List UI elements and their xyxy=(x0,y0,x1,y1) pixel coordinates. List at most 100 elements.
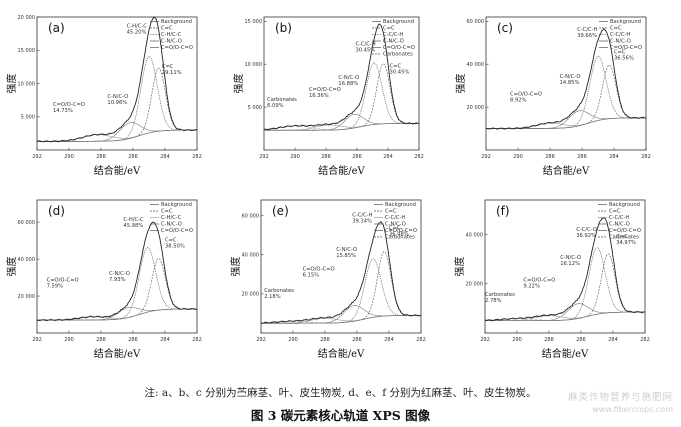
panel-c: 292 290 288 286 284 282 20 000 40 000 60 000 结合能/… xyxy=(454,16,651,177)
peak-c-o-o-c-o xyxy=(37,308,197,321)
peak-annotation: 45.20% xyxy=(127,30,147,36)
background-line xyxy=(261,315,421,324)
y-tick-label: 5 000 xyxy=(248,105,262,111)
peak-annotation: 2.78% xyxy=(485,298,502,304)
y-axis-title: 强度 xyxy=(229,257,242,277)
x-tick-label: 292 xyxy=(480,337,490,343)
peak-annotation: C-N/C-O xyxy=(336,247,357,253)
panel-label: (c) xyxy=(497,21,513,35)
peak-annotation: C-N/C-O xyxy=(107,94,128,100)
y-tick-label: 10 000 xyxy=(18,81,36,87)
peak-c-o-o-c-o xyxy=(486,117,646,129)
x-tick-label: 284 xyxy=(160,337,170,343)
legend-entry: C-H/C-C xyxy=(161,32,182,38)
peak-annotation: 45.98% xyxy=(123,223,143,229)
legend-entry: C-N/C-O xyxy=(161,39,182,45)
legend-entry: C=C xyxy=(609,209,621,215)
peak-annotation: 14.73% xyxy=(53,108,73,114)
legend-entry: Carbonates xyxy=(385,235,415,241)
peak-annotation: 39.66% xyxy=(577,33,597,39)
x-axis-title: 结合能/eV xyxy=(543,164,590,177)
plot-frame xyxy=(485,16,647,151)
peak-annotation: 29.11% xyxy=(162,70,182,76)
x-axis-title: 结合能/eV xyxy=(318,164,365,177)
peak-c-o-o-c-o xyxy=(37,129,197,142)
y-axis-title: 强度 xyxy=(232,74,245,94)
watermark-line1: 麻类作物营养与施肥网 xyxy=(567,392,673,403)
y-tick-label: 40 000 xyxy=(18,257,36,263)
y-tick-label: 20 000 xyxy=(467,105,485,111)
peak-annotation: C=C xyxy=(390,64,402,70)
peak-annotation: C=O/O-C=O xyxy=(523,277,555,283)
y-axis-title: 强度 xyxy=(5,257,18,277)
x-tick-label: 286 xyxy=(577,154,587,160)
peak-annotation: Carbonates xyxy=(264,288,294,294)
x-tick-label: 292 xyxy=(32,154,42,160)
legend-entry: Background xyxy=(161,202,192,208)
x-axis-title: 结合能/eV xyxy=(94,164,141,177)
y-tick-label: 60 000 xyxy=(242,213,260,219)
y-tick-label: 10 000 xyxy=(245,62,263,68)
peak-annotation: 34.97% xyxy=(616,240,636,246)
panel-d: 292 290 288 286 284 282 20 000 40 000 60 000 结合能/… xyxy=(5,199,202,360)
x-tick-label: 282 xyxy=(414,154,424,160)
peak-annotation: 36.92% xyxy=(576,233,596,239)
panel-label: (d) xyxy=(48,204,65,218)
panel-f: 292 290 288 286 284 282 20 000 40 000 结合能/eV 强度 (f… xyxy=(453,199,650,360)
panel-b: 292 290 288 286 284 282 5 000 10 000 15 000 结合能/e… xyxy=(232,16,424,177)
legend-entry: C-N/C-O xyxy=(609,222,630,228)
legend-entry: C-N/C-O xyxy=(610,39,631,45)
x-tick-label: 292 xyxy=(259,154,269,160)
y-tick-label: 40 000 xyxy=(242,253,260,259)
legend-entry: Background xyxy=(610,19,641,25)
y-tick-label: 40 000 xyxy=(466,232,484,238)
peak-annotation: 14.85% xyxy=(560,80,580,86)
peak-annotation: 15.85% xyxy=(336,253,356,259)
legend-entry: C-C/C-H xyxy=(609,215,629,221)
x-tick-label: 290 xyxy=(513,154,523,160)
peak-annotation: Carbonates xyxy=(267,97,297,103)
legend-entry: C-C/C-H xyxy=(385,215,405,221)
x-tick-label: 284 xyxy=(609,154,619,160)
x-tick-label: 290 xyxy=(290,154,300,160)
x-tick-label: 288 xyxy=(321,154,331,160)
peak-annotation: C=O/O-C=O xyxy=(47,277,79,283)
legend-entry: C-C/C-H xyxy=(610,32,630,38)
y-tick-label: 20 000 xyxy=(18,294,36,300)
peak-annotation: 30.45% xyxy=(390,70,410,76)
peak-annotation: 30.45% xyxy=(355,47,375,53)
spectrum-envelope xyxy=(485,28,647,130)
y-tick-label: 20 000 xyxy=(242,292,260,298)
y-tick-label: 15 000 xyxy=(245,19,263,25)
peak-annotation: 16.12% xyxy=(560,261,580,267)
plot-frame xyxy=(484,199,646,334)
peak-annotation: C-N/C-O xyxy=(560,255,581,261)
legend-entry: C=O/O-C=O xyxy=(609,228,641,234)
figure-caption: 图 3 碳元素核心轨道 XPS 图像 xyxy=(250,408,431,423)
y-axis-title: 强度 xyxy=(454,74,467,94)
peak-annotation: 38.50% xyxy=(165,244,185,250)
legend-entry: C=O/O-C=O xyxy=(383,45,415,51)
peak-annotation: C-N/C-O xyxy=(109,271,130,277)
x-tick-label: 286 xyxy=(352,337,362,343)
peak-annotation: C=O/O-C=O xyxy=(510,91,542,97)
x-tick-label: 286 xyxy=(128,154,138,160)
peak-annotation: 6.15% xyxy=(303,272,320,278)
legend-entry: C=O/O-C=O xyxy=(161,45,193,51)
x-tick-label: 292 xyxy=(481,154,491,160)
peak-annotation: 7.93% xyxy=(109,277,126,283)
peak-annotation: 6.09% xyxy=(267,103,284,109)
x-tick-label: 292 xyxy=(256,337,266,343)
plot-frame xyxy=(263,16,420,151)
spectrum-envelope xyxy=(36,221,198,322)
peak-annotation: 10.96% xyxy=(107,100,127,106)
panel-label: (e) xyxy=(272,204,289,218)
peak-annotation: C-H/C-C xyxy=(123,217,144,223)
peak-annotation: 9.22% xyxy=(523,283,540,289)
spectrum-envelope xyxy=(484,217,646,322)
peak-annotation: C=C xyxy=(162,64,174,70)
x-tick-label: 286 xyxy=(576,337,586,343)
x-tick-label: 284 xyxy=(383,154,393,160)
y-tick-label: 20 000 xyxy=(18,15,36,21)
